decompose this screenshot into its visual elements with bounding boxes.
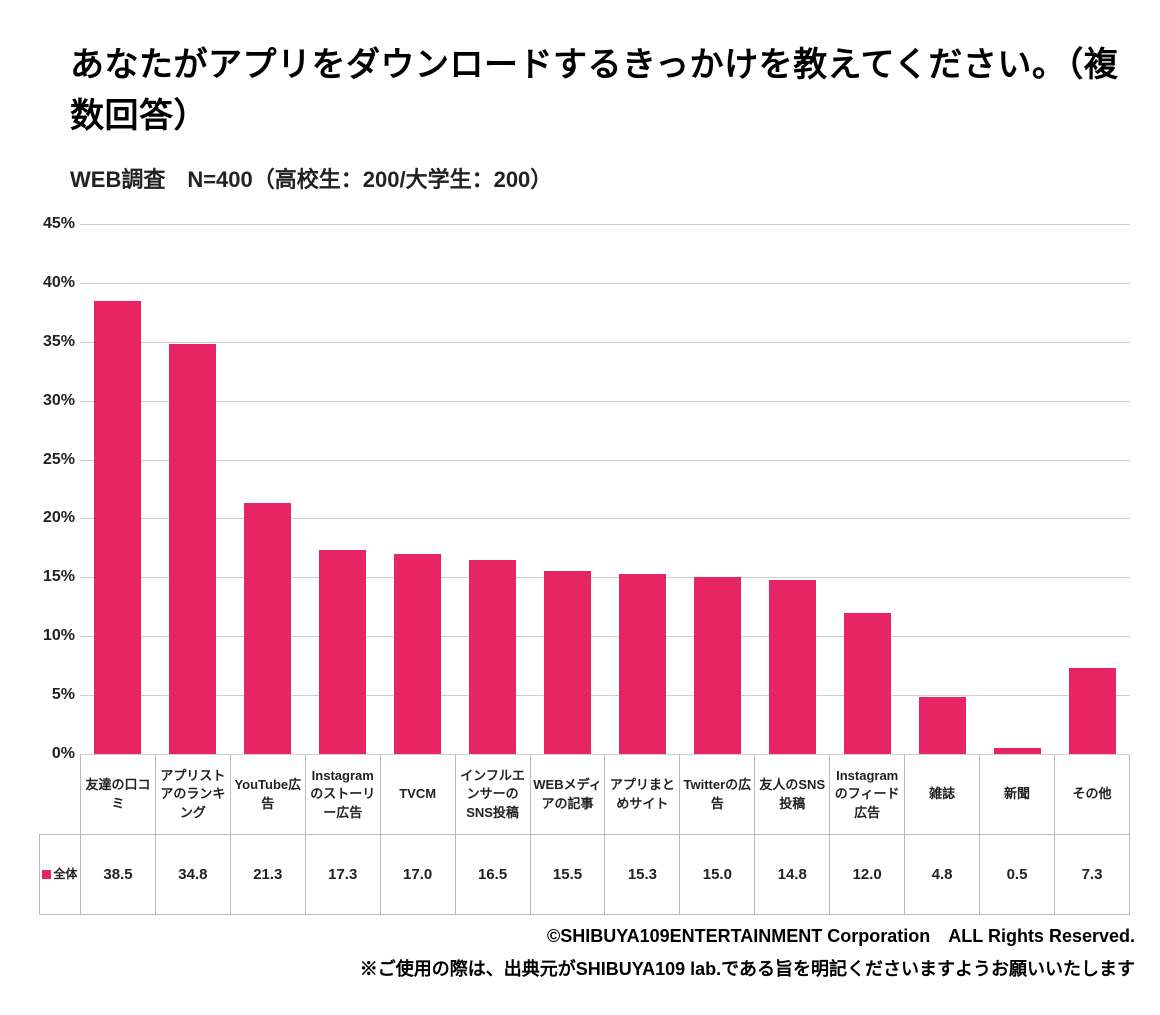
value-cell: 4.8 bbox=[905, 835, 980, 915]
ytick-label: 35% bbox=[25, 333, 75, 351]
value-cell: 7.3 bbox=[1054, 835, 1129, 915]
bar-slot bbox=[155, 224, 230, 754]
ytick-label: 40% bbox=[25, 274, 75, 292]
chart-plot-area: 0%5%10%15%20%25%30%35%40%45% bbox=[80, 224, 1130, 754]
ytick-label: 15% bbox=[25, 568, 75, 586]
bar bbox=[994, 748, 1041, 754]
bar-slot bbox=[755, 224, 830, 754]
bar-slot bbox=[305, 224, 380, 754]
category-cell: YouTube広告 bbox=[230, 755, 305, 835]
category-cell: WEBメディアの記事 bbox=[530, 755, 605, 835]
bar-slot bbox=[680, 224, 755, 754]
value-cell: 34.8 bbox=[155, 835, 230, 915]
category-cell: アプリストアのランキング bbox=[155, 755, 230, 835]
ytick-label: 20% bbox=[25, 509, 75, 527]
bar-slot bbox=[455, 224, 530, 754]
bar-slot bbox=[80, 224, 155, 754]
category-row: 友達の口コミアプリストアのランキングYouTube広告Instagramのストー… bbox=[40, 755, 1130, 835]
ytick-label: 0% bbox=[25, 745, 75, 763]
ytick-label: 10% bbox=[25, 627, 75, 645]
value-cell: 38.5 bbox=[81, 835, 156, 915]
value-cell: 14.8 bbox=[755, 835, 830, 915]
value-cell: 0.5 bbox=[980, 835, 1055, 915]
legend-label: 全体 bbox=[53, 867, 77, 881]
bar bbox=[694, 577, 741, 754]
footer: ©SHIBUYA109ENTERTAINMENT Corporation ALL… bbox=[360, 920, 1135, 985]
ytick-label: 30% bbox=[25, 392, 75, 410]
category-cell: アプリまとめサイト bbox=[605, 755, 680, 835]
category-cell: その他 bbox=[1054, 755, 1129, 835]
bar-slot bbox=[905, 224, 980, 754]
bar bbox=[319, 550, 366, 754]
table-corner bbox=[40, 755, 81, 835]
category-cell: Instagramのストーリー広告 bbox=[305, 755, 380, 835]
bar bbox=[469, 560, 516, 754]
value-cell: 21.3 bbox=[230, 835, 305, 915]
bar bbox=[544, 571, 591, 754]
bar-slot bbox=[980, 224, 1055, 754]
value-cell: 15.3 bbox=[605, 835, 680, 915]
value-cell: 12.0 bbox=[830, 835, 905, 915]
bar-slot bbox=[530, 224, 605, 754]
bar bbox=[1069, 668, 1116, 754]
category-cell: 友人のSNS投稿 bbox=[755, 755, 830, 835]
category-cell: TVCM bbox=[380, 755, 455, 835]
chart-title: あなたがアプリをダウンロードするきっかけを教えてください。（複数回答） bbox=[70, 40, 1140, 142]
category-cell: 雑誌 bbox=[905, 755, 980, 835]
bar-slot bbox=[380, 224, 455, 754]
bar bbox=[619, 574, 666, 754]
category-cell: 友達の口コミ bbox=[81, 755, 156, 835]
bar bbox=[169, 344, 216, 754]
chart-subtitle: WEB調査 N=400（高校生：200/大学生：200） bbox=[70, 162, 1140, 194]
bar-slot bbox=[830, 224, 905, 754]
bar bbox=[844, 613, 891, 754]
bar-slot bbox=[230, 224, 305, 754]
value-cell: 17.3 bbox=[305, 835, 380, 915]
legend-swatch bbox=[42, 870, 51, 879]
bar bbox=[244, 503, 291, 754]
value-row: 全体 38.534.821.317.317.016.515.515.315.01… bbox=[40, 835, 1130, 915]
bar bbox=[769, 580, 816, 754]
value-cell: 17.0 bbox=[380, 835, 455, 915]
data-table: 友達の口コミアプリストアのランキングYouTube広告Instagramのストー… bbox=[39, 754, 1130, 915]
chart-container: あなたがアプリをダウンロードするきっかけを教えてください。（複数回答） WEB調… bbox=[0, 0, 1160, 1015]
value-cell: 15.0 bbox=[680, 835, 755, 915]
gridline bbox=[80, 754, 1130, 755]
bar bbox=[919, 697, 966, 754]
bar bbox=[94, 301, 141, 754]
value-cell: 15.5 bbox=[530, 835, 605, 915]
attribution-line: ※ご使用の際は、出典元がSHIBUYA109 lab.である旨を明記くださいます… bbox=[360, 953, 1135, 985]
bar bbox=[394, 554, 441, 754]
value-cell: 16.5 bbox=[455, 835, 530, 915]
category-cell: Twitterの広告 bbox=[680, 755, 755, 835]
category-cell: インフルエンサーのSNS投稿 bbox=[455, 755, 530, 835]
category-cell: Instagramのフィード広告 bbox=[830, 755, 905, 835]
ytick-label: 5% bbox=[25, 686, 75, 704]
ytick-label: 25% bbox=[25, 451, 75, 469]
bar-slot bbox=[605, 224, 680, 754]
category-cell: 新聞 bbox=[980, 755, 1055, 835]
copyright-line: ©SHIBUYA109ENTERTAINMENT Corporation ALL… bbox=[360, 920, 1135, 952]
bar-slot bbox=[1055, 224, 1130, 754]
legend-cell: 全体 bbox=[40, 835, 81, 915]
ytick-label: 45% bbox=[25, 215, 75, 233]
